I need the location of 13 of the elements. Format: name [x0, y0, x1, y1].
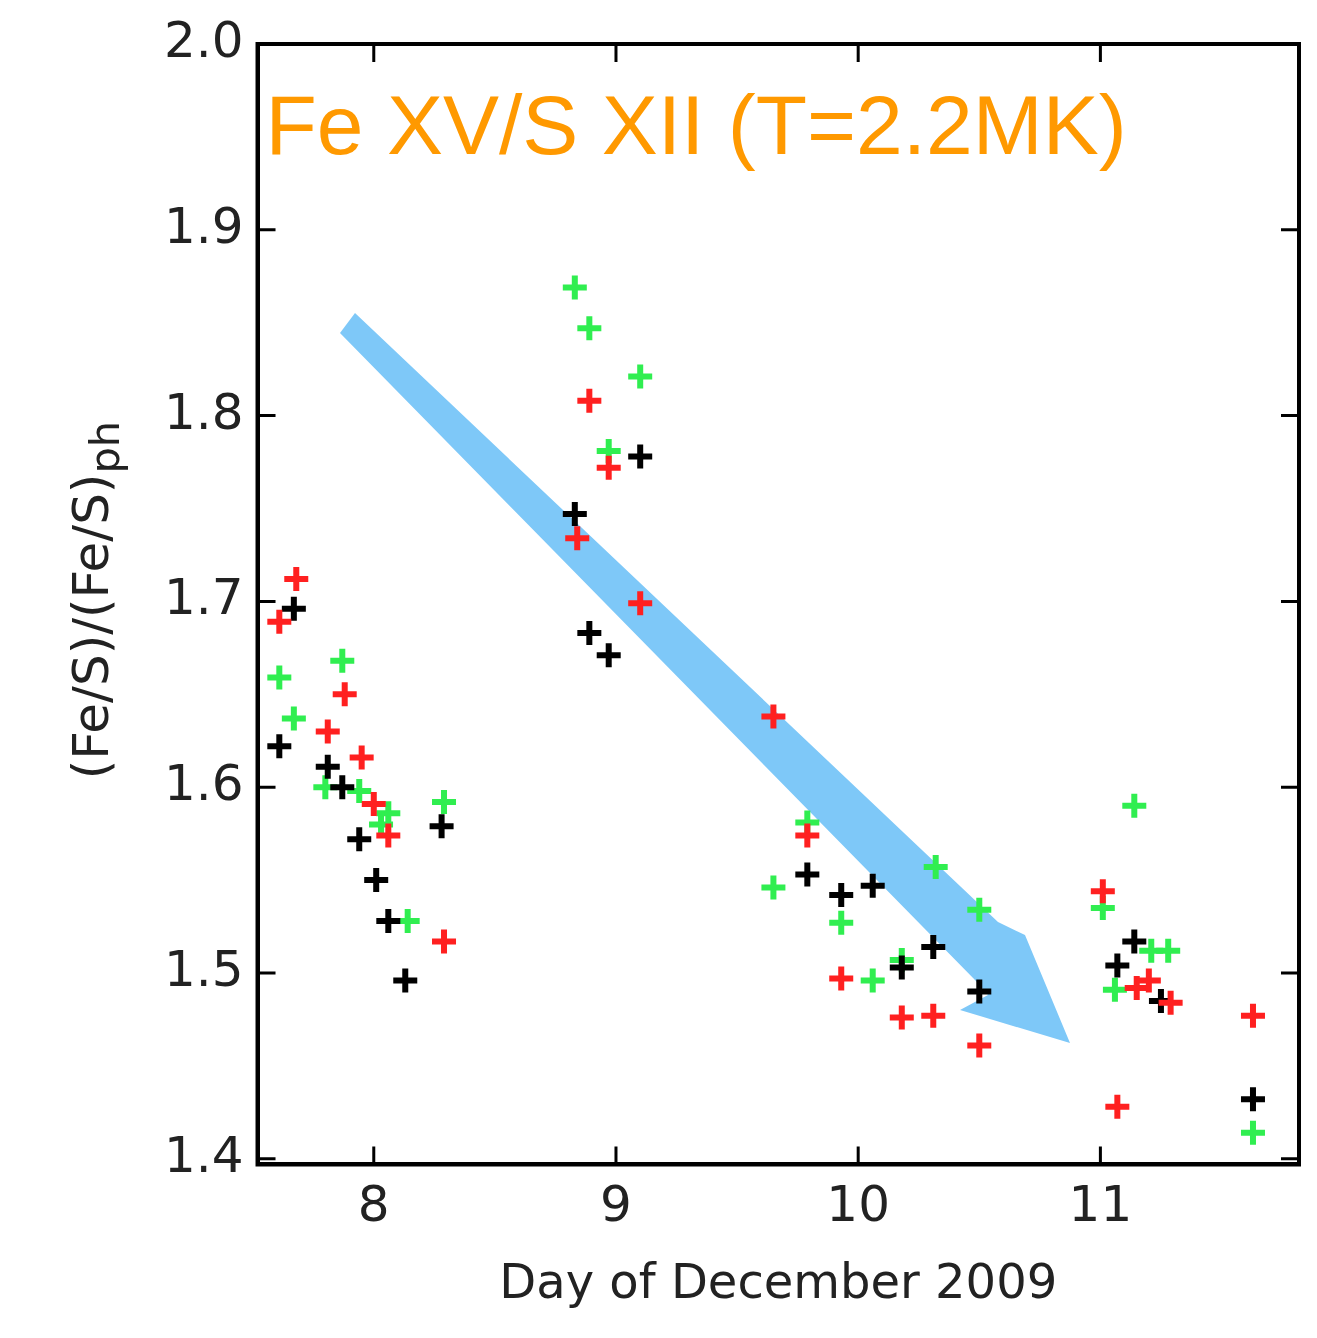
x-tick-label: 10 — [826, 1175, 890, 1234]
y-tick-label: 1.5 — [163, 940, 244, 999]
y-tick-label: 2.0 — [163, 10, 244, 69]
y-tick-label: 1.6 — [163, 754, 244, 813]
x-axis-title: Day of December 2009 — [499, 1252, 1058, 1309]
y-tick-label: 1.4 — [163, 1125, 244, 1184]
x-tick-label: 9 — [600, 1175, 632, 1234]
y-tick-label: 1.9 — [163, 196, 244, 255]
x-tick-label: 11 — [1068, 1175, 1133, 1234]
annotation: Fe XV/S XII (T=2.2MK) — [265, 78, 1127, 173]
y-tick-label: 1.7 — [163, 568, 244, 627]
x-tick-label: 8 — [357, 1175, 390, 1234]
y-tick-label: 1.8 — [163, 382, 244, 441]
